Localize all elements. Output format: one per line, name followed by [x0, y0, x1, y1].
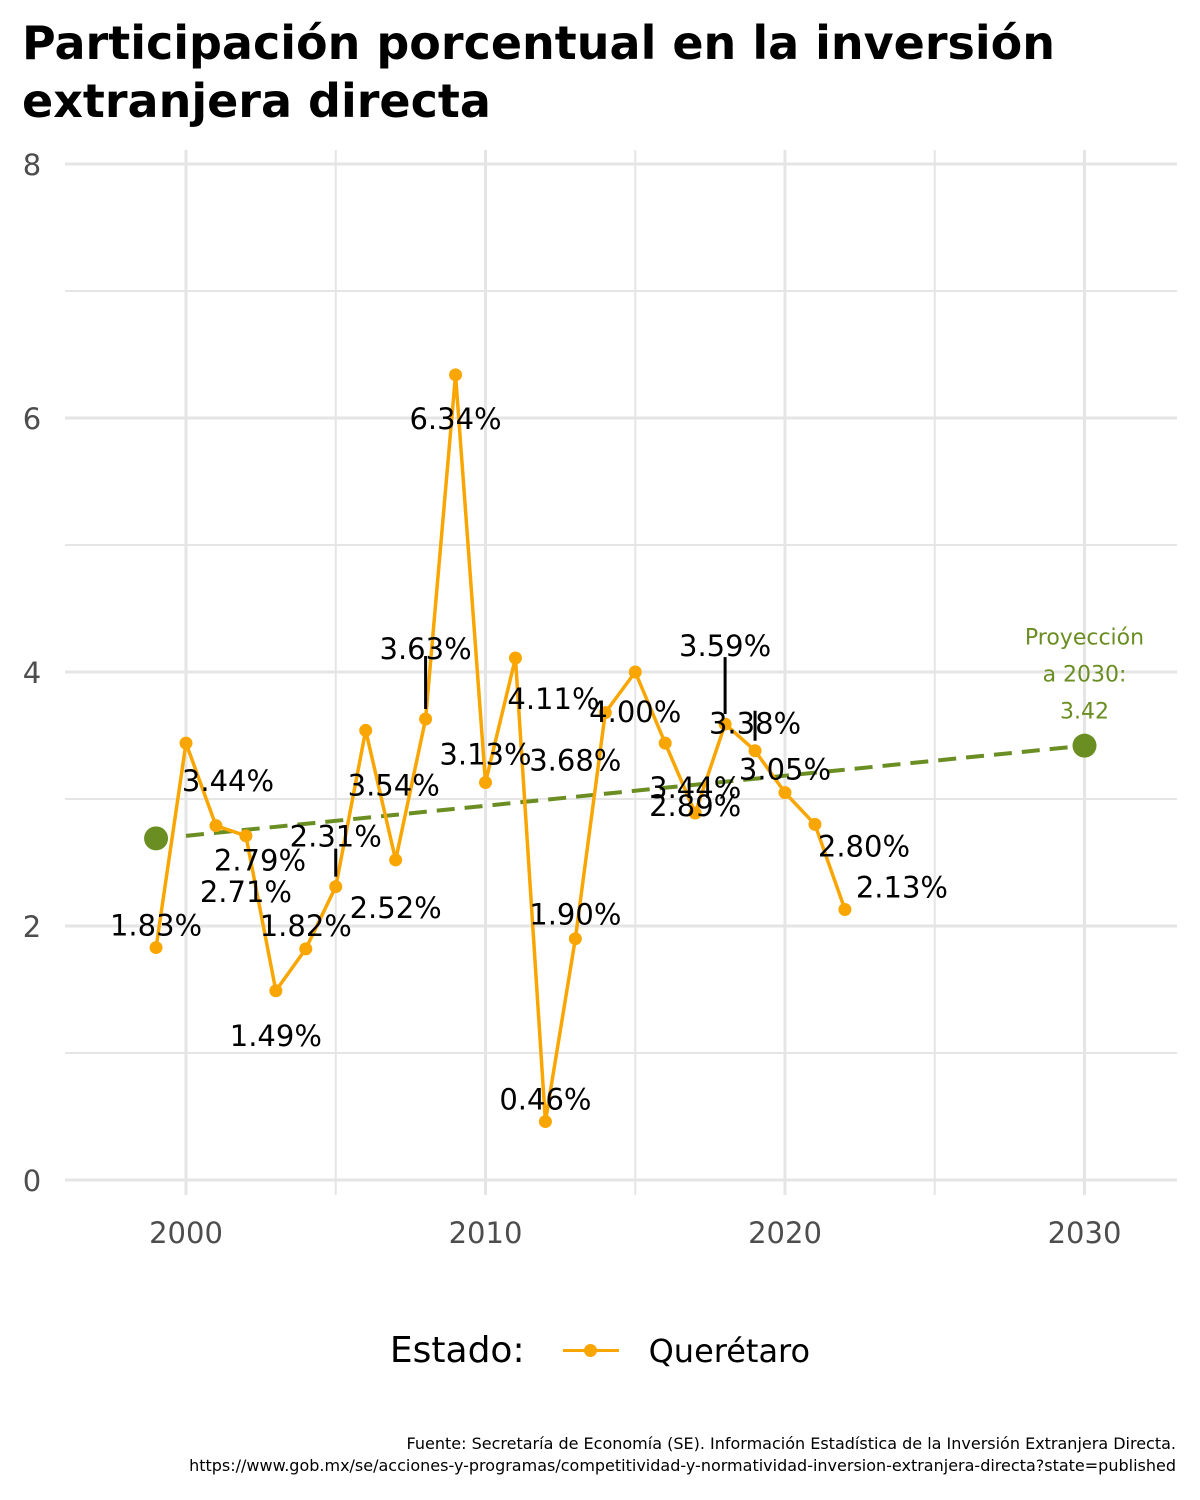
- legend-label-queretaro: Querétaro: [648, 1331, 811, 1370]
- y-tick-label: 2: [23, 910, 41, 944]
- data-point: [598, 706, 612, 720]
- data-label: 1.90%: [529, 898, 621, 932]
- data-point: [419, 712, 433, 726]
- data-label: 3.63%: [380, 632, 472, 666]
- y-tick-label: 4: [23, 656, 41, 690]
- legend-key-line-icon: [559, 1336, 623, 1366]
- data-label: 3.54%: [348, 768, 440, 802]
- x-tick-label: 2000: [149, 1216, 223, 1250]
- legend: Estado: Querétaro: [0, 1330, 1200, 1371]
- data-point: [838, 902, 852, 916]
- data-label: 2.13%: [856, 870, 948, 904]
- data-point: [299, 942, 313, 956]
- data-label: 1.82%: [260, 909, 352, 943]
- data-point: [688, 806, 702, 820]
- data-point: [538, 1115, 552, 1129]
- caption-url: https://www.gob.mx/se/acciones-y-program…: [189, 1456, 1176, 1475]
- chart-title: Participación porcentual en la inversión…: [22, 16, 1056, 128]
- data-point: [329, 880, 343, 894]
- source-caption: Fuente: Secretaría de Economía (SE). Inf…: [189, 1433, 1176, 1477]
- data-point: [628, 665, 642, 679]
- data-point: [389, 853, 403, 867]
- x-tick-label: 2030: [1048, 1216, 1122, 1250]
- data-point: [449, 368, 463, 382]
- data-point: [209, 819, 223, 833]
- data-label: 4.00%: [589, 695, 681, 729]
- data-point: [718, 717, 732, 731]
- x-tick-label: 2010: [449, 1216, 523, 1250]
- y-tick-label: 8: [23, 148, 41, 182]
- projection-label: 3.42: [1060, 700, 1109, 725]
- trend-line: [185, 743, 1085, 838]
- data-point: [658, 736, 672, 750]
- legend-title: Estado:: [389, 1330, 525, 1371]
- data-label: 3.05%: [739, 753, 831, 787]
- data-label: 2.80%: [818, 829, 910, 863]
- data-label: 3.13%: [439, 737, 531, 771]
- data-label: 1.49%: [230, 1019, 322, 1053]
- series-line-queretaro: [154, 373, 847, 1124]
- data-point: [269, 984, 283, 998]
- data-point: [808, 817, 822, 831]
- data-label: 6.34%: [409, 402, 501, 436]
- data-point: [239, 829, 253, 843]
- data-point: [568, 932, 582, 946]
- y-tick-label: 6: [23, 402, 41, 436]
- data-point: [359, 723, 373, 737]
- projection-label: Proyección: [1025, 626, 1144, 651]
- y-tick-label: 0: [23, 1164, 41, 1198]
- data-point: [778, 786, 792, 800]
- line-chart: 0 2 4 6 8 2000 2010 2020 2030 Proyección a 2030: 3.…: [23, 148, 1177, 1250]
- data-label: 2.71%: [200, 875, 292, 909]
- projection-point: [1072, 733, 1097, 758]
- data-label: 2.79%: [214, 844, 306, 878]
- data-label: 3.38%: [709, 707, 801, 741]
- data-point: [748, 744, 762, 758]
- data-point: [149, 941, 163, 955]
- data-label: 3.68%: [529, 744, 621, 778]
- x-tick-label: 2020: [748, 1216, 822, 1250]
- data-label: 0.46%: [499, 1083, 591, 1117]
- data-point: [179, 736, 193, 750]
- data-label: 2.89%: [649, 789, 741, 823]
- data-label: 3.44%: [182, 764, 274, 798]
- data-label: 2.52%: [350, 891, 442, 925]
- data-label: 1.83%: [110, 909, 202, 943]
- data-point: [479, 775, 492, 789]
- projection-label: a 2030:: [1043, 663, 1127, 688]
- data-label: 2.31%: [290, 820, 382, 854]
- projection-point: [144, 826, 169, 851]
- data-point: [508, 651, 522, 665]
- data-label: 3.59%: [679, 629, 771, 663]
- data-label: 4.11%: [507, 682, 599, 716]
- caption-source: Fuente: Secretaría de Economía (SE). Inf…: [406, 1434, 1176, 1453]
- data-label: 3.44%: [649, 771, 741, 805]
